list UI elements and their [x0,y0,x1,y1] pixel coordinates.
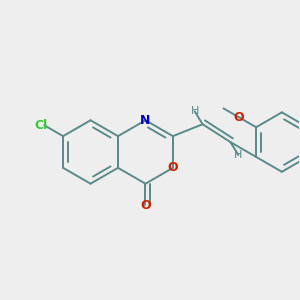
Text: N: N [140,114,151,127]
Text: H: H [190,106,199,116]
Text: H: H [234,150,242,160]
Text: O: O [140,199,151,212]
Text: O: O [234,111,244,124]
Text: O: O [168,161,178,174]
Text: Cl: Cl [34,119,48,132]
